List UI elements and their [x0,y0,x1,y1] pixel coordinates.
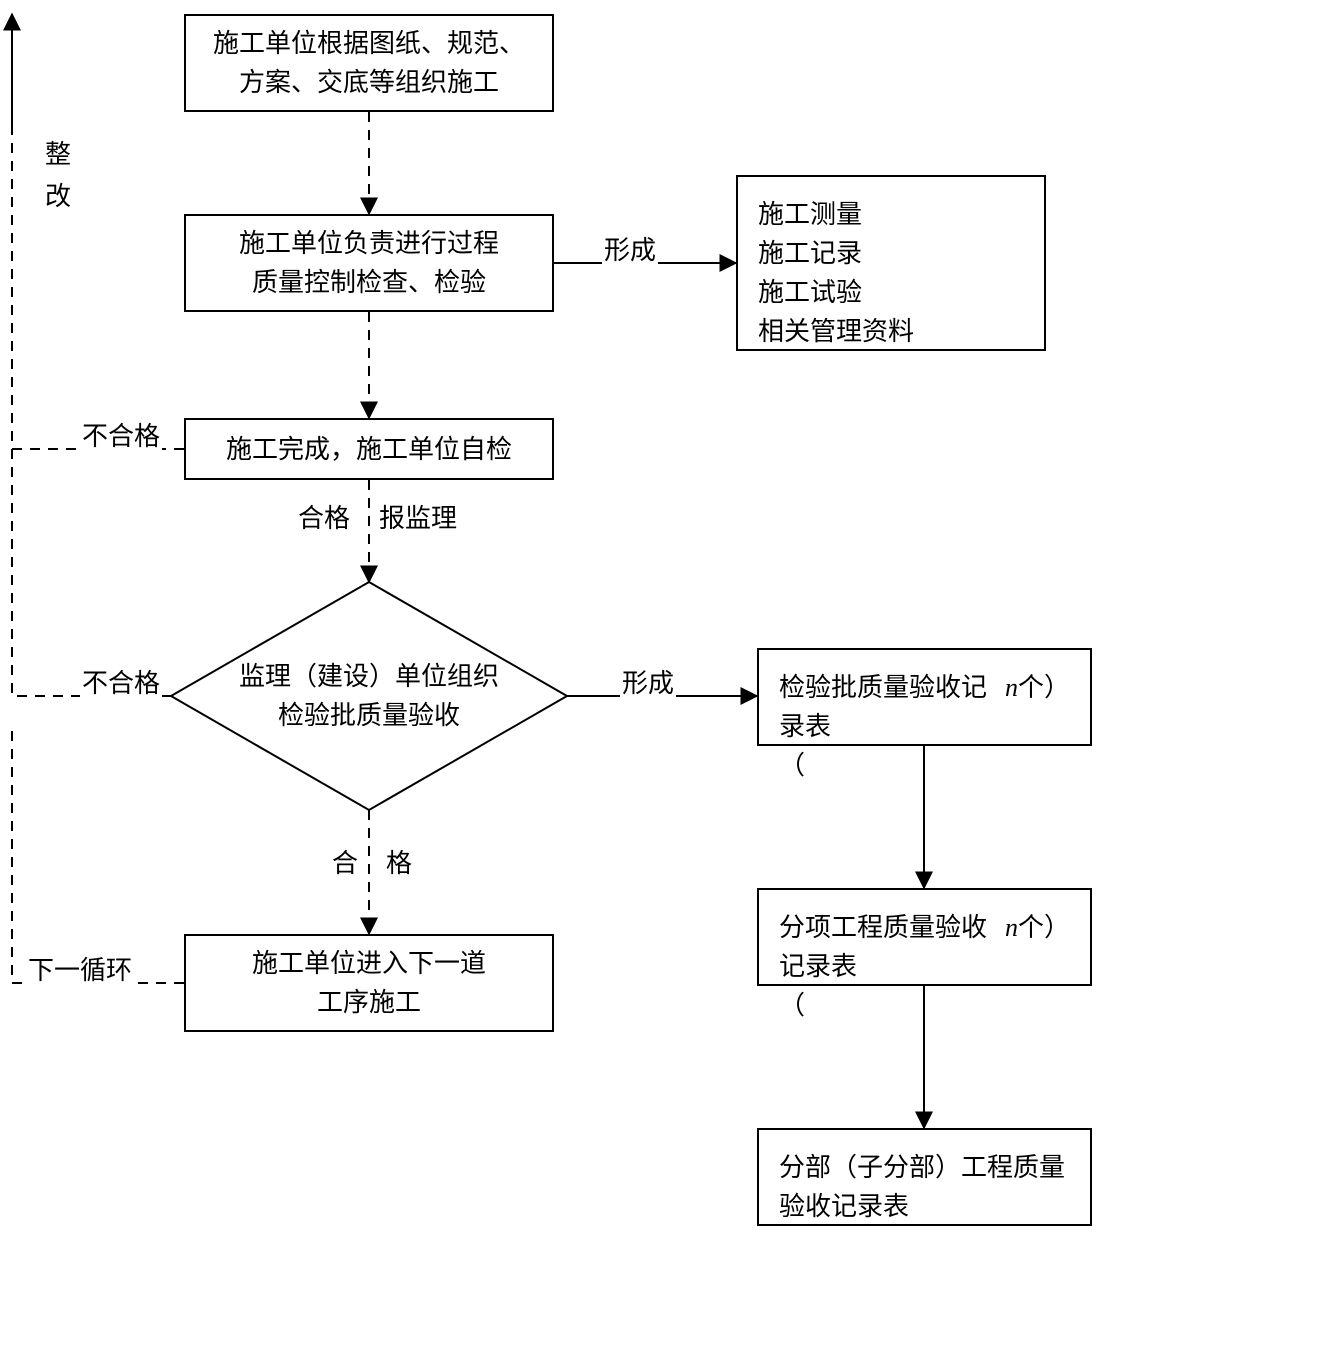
node-n8: 分项工程质量验收记录表（n个） [757,888,1092,986]
label-l_rectify: 整改 [45,134,71,217]
node-n7: 检验批质量验收记录表（n个） [757,648,1092,746]
label-l_fail2: 不合格 [80,663,162,700]
node-n3: 施工测量施工记录施工试验相关管理资料 [736,175,1046,351]
edge-11 [12,730,184,983]
node-n5 [171,582,567,810]
label-l_form1: 形成 [602,230,658,267]
node-n1: 施工单位根据图纸、规范、方案、交底等组织施工 [184,14,554,112]
label-l_fail1: 不合格 [80,416,162,453]
node-n6: 施工单位进入下一道工序施工 [184,934,554,1032]
node-n2: 施工单位负责进行过程质量控制检查、检验 [184,214,554,312]
flowchart-canvas: 施工单位根据图纸、规范、方案、交底等组织施工施工单位负责进行过程质量控制检查、检… [0,0,1320,1362]
edge-8 [12,14,184,449]
node-n5-text: 监理（建设）单位组织检验批质量验收 [171,582,567,810]
node-n4: 施工完成，施工单位自检 [184,418,554,480]
label-l_pass_rpt_right: 报监理 [377,498,459,535]
label-l_pass2_left: 合 [330,843,360,880]
label-l_pass_rpt_left: 合格 [296,498,352,535]
edge-9 [12,83,171,696]
node-n9: 分部（子分部）工程质量验收记录表 [757,1128,1092,1226]
label-l_form2: 形成 [620,663,676,700]
label-l_pass2_right: 格 [384,843,414,880]
label-l_next: 下一循环 [26,950,134,987]
